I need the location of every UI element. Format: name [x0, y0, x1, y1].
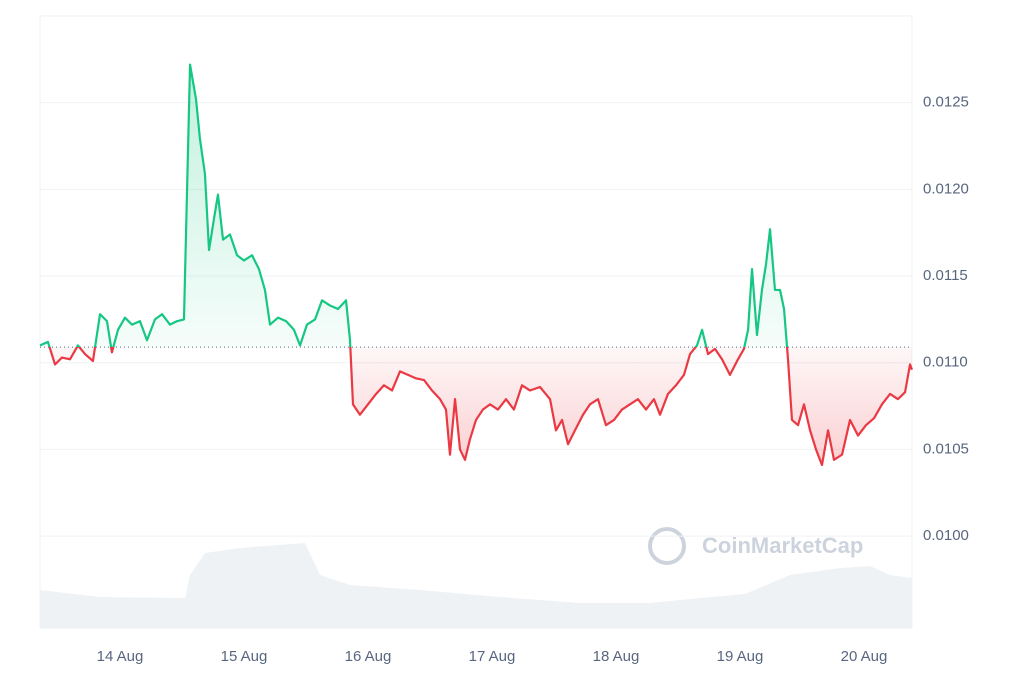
x-tick-label: 14 Aug: [97, 648, 144, 665]
watermark-text: CoinMarketCap: [702, 533, 863, 558]
y-tick-label: 0.0115: [923, 267, 968, 284]
y-tick-label: 0.0125: [923, 94, 969, 111]
watermark-logo: [648, 527, 686, 565]
volume-area: [40, 543, 912, 628]
price-line: [39, 63, 914, 467]
watermark: CoinMarketCap: [648, 527, 863, 565]
x-tick-label: 16 Aug: [345, 648, 392, 665]
x-tick-label: 15 Aug: [221, 648, 268, 665]
y-tick-label: 0.0105: [923, 440, 969, 457]
y-tick-label: 0.0120: [923, 180, 969, 197]
x-tick-label: 17 Aug: [469, 648, 516, 665]
x-tick-label: 18 Aug: [593, 648, 640, 665]
x-tick-label: 20 Aug: [841, 648, 888, 665]
x-tick-label: 19 Aug: [717, 648, 764, 665]
area-fill: [40, 64, 912, 466]
y-tick-label: 0.0110: [923, 354, 968, 371]
y-tick-label: 0.0100: [923, 527, 969, 544]
